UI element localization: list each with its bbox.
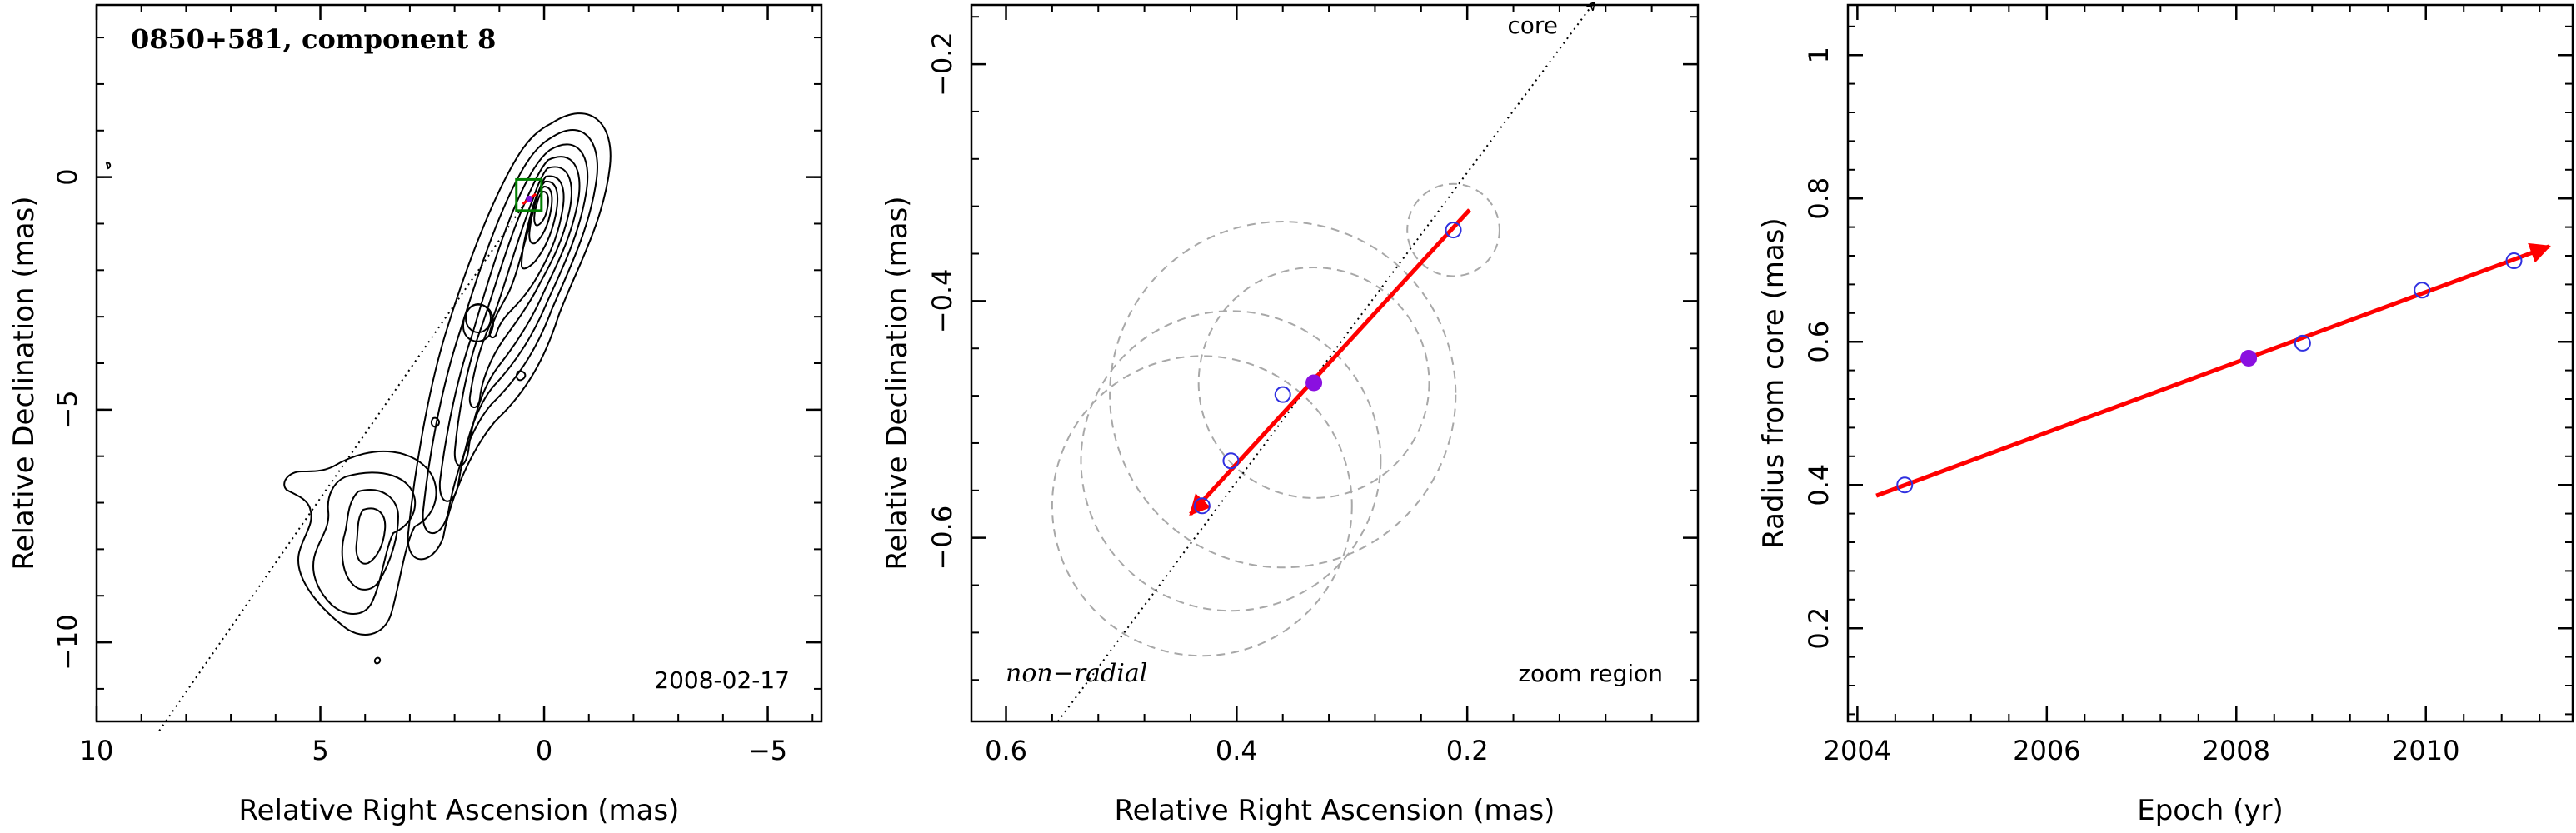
beam-size-circle: [1197, 267, 1430, 499]
plot-frame: [95, 3, 823, 723]
radial-direction-line: [1057, 2, 1595, 722]
epoch-radius-marker: [2414, 282, 2431, 299]
zoom-region-box: [515, 177, 543, 212]
zoom-region-panel: 0.6 0.4 0.2 −0.2 −0.4 −0.6 core non−radial zo…: [881, 2, 1700, 827]
plot-frame: [970, 3, 1700, 723]
epoch-date-label: 2008-02-17: [654, 666, 790, 694]
x-tick-label: 2004: [1824, 735, 1891, 766]
epoch-positions: [1193, 222, 1462, 515]
non-radial-label: non−radial: [1006, 659, 1147, 688]
y-tick-label: 1: [1803, 47, 1835, 63]
epoch-position-marker-current: [1305, 374, 1323, 392]
contour-map-panel: 10 5 0 −5 0 −5 −10 0850+581, component 8 2008-…: [7, 3, 823, 827]
contour-lines: [105, 112, 612, 665]
x-tick-label: 2010: [2392, 735, 2459, 766]
x-tick-label: 10: [80, 735, 114, 766]
x-tick-label: 0.2: [1446, 735, 1489, 766]
map-title: 0850+581, component 8: [131, 23, 496, 55]
beam-size-circle: [1051, 355, 1353, 657]
y-tick-label: 0.8: [1803, 177, 1835, 220]
y-axis-label: Relative Declination (mas): [7, 196, 41, 570]
epoch-radius-marker-current: [2240, 349, 2258, 367]
x-tick-label: 2008: [2203, 735, 2270, 766]
beam-size-circle: [1406, 182, 1500, 277]
beam-size-circle: [1109, 221, 1457, 569]
y-axis-label: Radius from core (mas): [1757, 217, 1790, 548]
epoch-radius-marker: [1896, 476, 1914, 494]
x-tick-label: −5: [748, 735, 787, 766]
y-tick-label: −0.2: [926, 32, 958, 97]
x-tick-label: 5: [312, 735, 328, 766]
epoch-position-marker: [1274, 386, 1291, 403]
x-tick-label: 2006: [2013, 735, 2080, 766]
y-tick-label: 0.4: [1803, 464, 1835, 506]
epoch-radius-marker: [2505, 252, 2523, 270]
epoch-position-marker: [1193, 497, 1211, 515]
y-tick-label: 0.2: [1803, 607, 1835, 650]
fit-motion-arrow: [1189, 208, 1471, 516]
epoch-radius-marker: [2294, 334, 2311, 352]
axis-ticks: 0.6 0.4 0.2 −0.2 −0.4 −0.6: [926, 5, 1698, 766]
y-tick-label: −5: [52, 390, 83, 429]
y-tick-label: −0.4: [926, 269, 958, 334]
radial-direction-line: [158, 197, 530, 731]
x-tick-label: 0: [536, 735, 552, 766]
x-axis-label: Epoch (yr): [2137, 794, 2284, 827]
axis-ticks: 2004 2006 2008 2010 0.2 0.4 0.6 0.8 1: [1803, 5, 2573, 766]
x-axis-label: Relative Right Ascension (mas): [1115, 794, 1555, 827]
beam-size-circle: [1080, 310, 1382, 612]
radius-epoch-panel: 2004 2006 2008 2010 0.2 0.4 0.6 0.8 1 Epoch (yr)…: [1757, 3, 2574, 827]
beam-circles: [1051, 182, 1500, 657]
zoom-region-label: zoom region: [1518, 660, 1663, 687]
epoch-position-marker: [1445, 222, 1462, 239]
y-axis-label: Relative Declination (mas): [881, 196, 914, 570]
epoch-position-marker: [1222, 452, 1240, 470]
x-tick-label: 0.4: [1216, 735, 1258, 766]
core-label: core: [1507, 12, 1558, 39]
y-tick-label: −0.6: [926, 506, 958, 571]
y-tick-label: −10: [52, 614, 83, 671]
x-axis-label: Relative Right Ascension (mas): [239, 794, 680, 827]
component-marker: [526, 195, 533, 202]
axis-ticks: 10 5 0 −5 0 −5 −10: [52, 5, 821, 766]
y-tick-label: 0.6: [1803, 321, 1835, 363]
y-tick-label: 0: [52, 168, 83, 185]
epoch-radii: [1896, 252, 2523, 494]
fit-line-arrow: [1875, 242, 2551, 498]
x-tick-label: 0.6: [985, 735, 1027, 766]
plot-frame: [1846, 3, 2574, 723]
